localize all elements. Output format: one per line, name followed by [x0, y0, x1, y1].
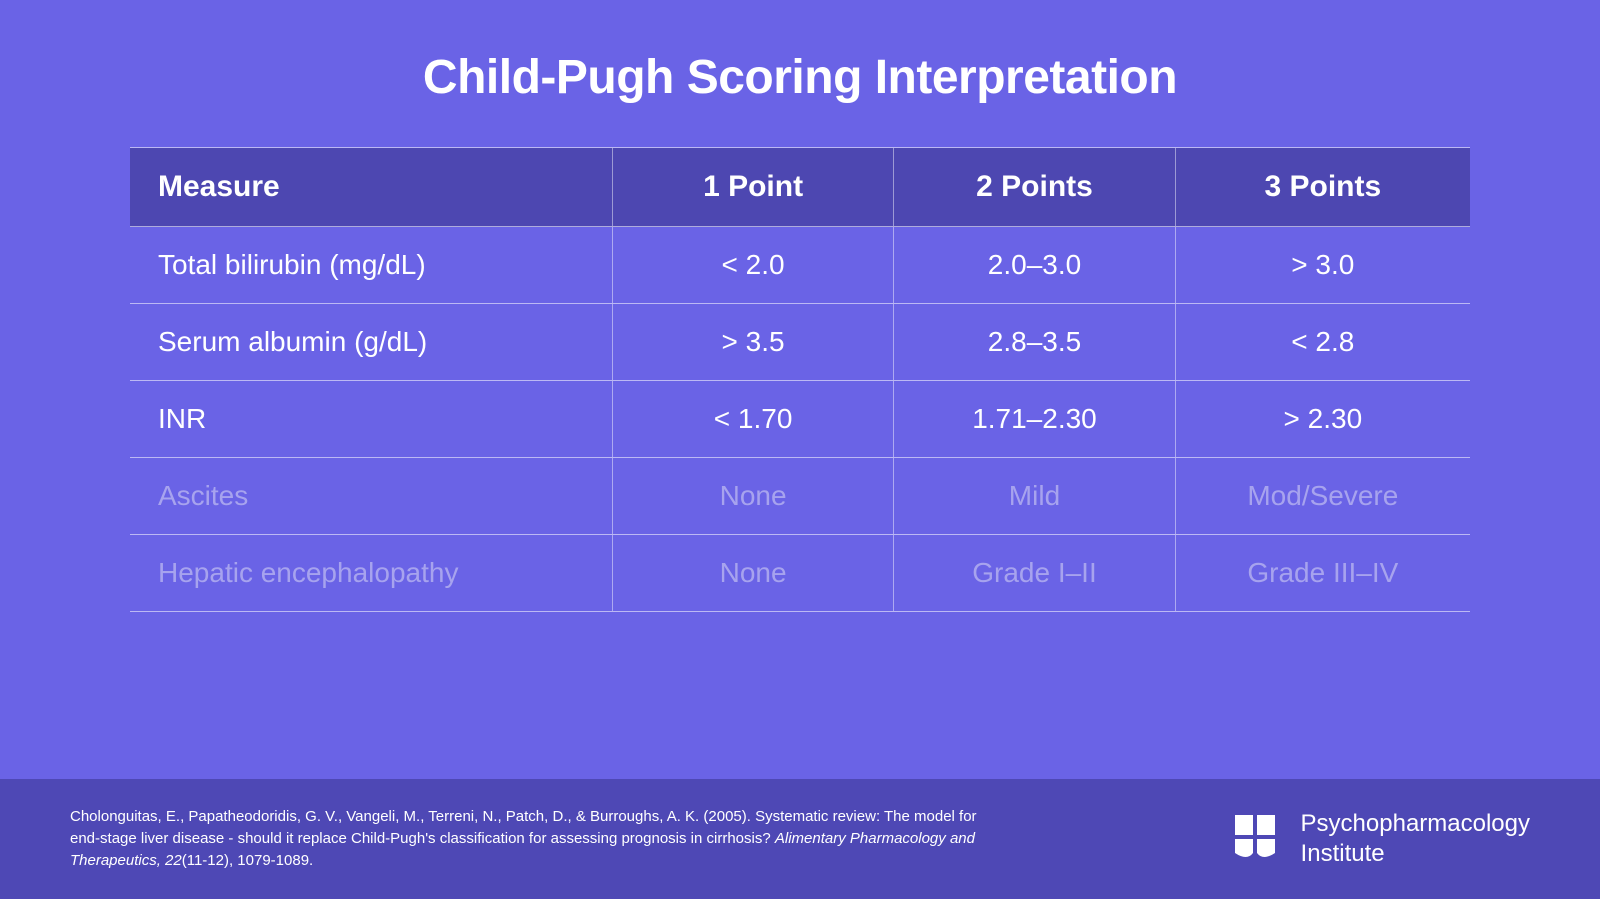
cell-p1: None [612, 458, 893, 535]
cell-p2: Grade I–II [894, 535, 1175, 612]
col-header-p1: 1 Point [612, 148, 893, 227]
cell-p1: > 3.5 [612, 304, 893, 381]
brand-text: Psychopharmacology Institute [1301, 809, 1530, 869]
cell-measure: Total bilirubin (mg/dL) [130, 227, 612, 304]
col-header-p3: 3 Points [1175, 148, 1470, 227]
cell-p2: Mild [894, 458, 1175, 535]
cell-p3: > 3.0 [1175, 227, 1470, 304]
cell-p2: 2.8–3.5 [894, 304, 1175, 381]
brand-line2: Institute [1301, 839, 1530, 869]
brand-line1: Psychopharmacology [1301, 809, 1530, 839]
table-row: Serum albumin (g/dL)> 3.52.8–3.5< 2.8 [130, 304, 1470, 381]
cell-p2: 1.71–2.30 [894, 381, 1175, 458]
table-row: Hepatic encephalopathyNoneGrade I–IIGrad… [130, 535, 1470, 612]
cell-measure: Hepatic encephalopathy [130, 535, 612, 612]
table-row: INR< 1.701.71–2.30> 2.30 [130, 381, 1470, 458]
cell-measure: Ascites [130, 458, 612, 535]
cell-p1: None [612, 535, 893, 612]
table-row: AscitesNoneMildMod/Severe [130, 458, 1470, 535]
page-title: Child-Pugh Scoring Interpretation [130, 50, 1470, 105]
cell-p3: Grade III–IV [1175, 535, 1470, 612]
cell-p1: < 1.70 [612, 381, 893, 458]
cell-measure: Serum albumin (g/dL) [130, 304, 612, 381]
cell-measure: INR [130, 381, 612, 458]
cell-p1: < 2.0 [612, 227, 893, 304]
shield-icon [1227, 809, 1283, 870]
citation-part-b: (11-12), 1079-1089. [182, 852, 313, 869]
cell-p3: Mod/Severe [1175, 458, 1470, 535]
table-row: Total bilirubin (mg/dL)< 2.02.0–3.0> 3.0 [130, 227, 1470, 304]
col-header-measure: Measure [130, 148, 612, 227]
table-header-row: Measure 1 Point 2 Points 3 Points [130, 148, 1470, 227]
cell-p3: > 2.30 [1175, 381, 1470, 458]
cell-p2: 2.0–3.0 [894, 227, 1175, 304]
footer-bar: Cholonguitas, E., Papatheodoridis, G. V.… [0, 779, 1600, 899]
brand-block: Psychopharmacology Institute [1227, 809, 1530, 870]
slide-main: Child-Pugh Scoring Interpretation Measur… [0, 0, 1600, 899]
cell-p3: < 2.8 [1175, 304, 1470, 381]
citation-text: Cholonguitas, E., Papatheodoridis, G. V.… [70, 806, 990, 871]
col-header-p2: 2 Points [894, 148, 1175, 227]
scoring-table: Measure 1 Point 2 Points 3 Points Total … [130, 147, 1470, 612]
